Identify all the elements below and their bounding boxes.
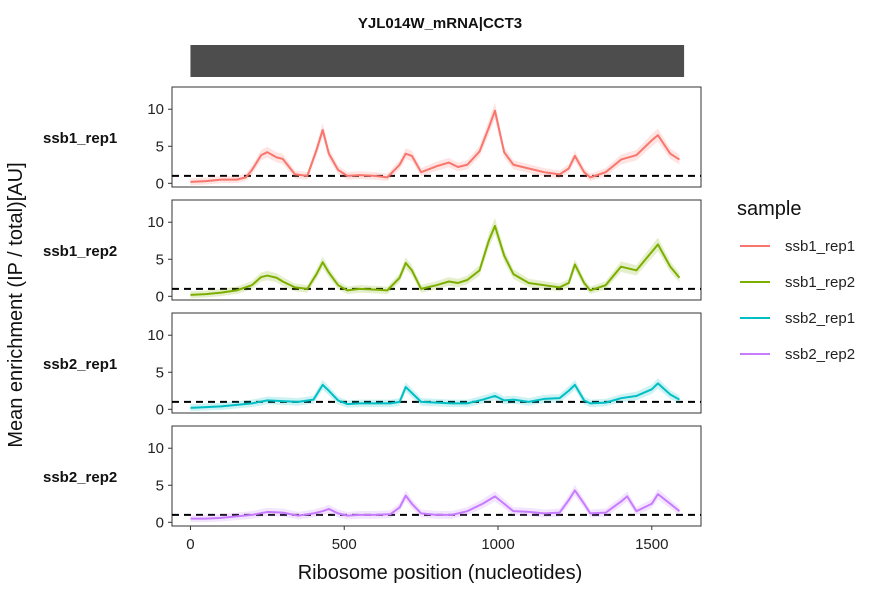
y-tick-label: 0: [156, 514, 164, 531]
series-line-ssb1_rep2: [190, 224, 681, 296]
series-ribbon-ssb1_rep1: [190, 102, 680, 186]
strip-label: ssb2_rep2: [43, 469, 117, 486]
chart-title: YJL014W_mRNA|CCT3: [358, 15, 522, 32]
facet-panel-ssb1_rep1: ssb1_rep1 0 5 10: [43, 86, 702, 192]
panel-frame: [171, 86, 702, 188]
y-tick-label: 10: [147, 214, 164, 231]
legend-item-ssb1_rep1: ssb1_rep1: [740, 238, 855, 255]
x-tick-label: 1000: [481, 536, 514, 553]
legend-label: ssb1_rep1: [785, 238, 855, 255]
series-line-ssb2_rep1: [190, 382, 680, 409]
x-axis: 0 500 1000 1500: [186, 526, 668, 553]
y-tick-label: 0: [156, 175, 164, 192]
y-tick-label: 10: [147, 101, 164, 118]
y-tick-label: 0: [156, 288, 164, 305]
y-tick-label: 10: [147, 327, 164, 344]
legend-label: ssb2_rep1: [785, 310, 855, 327]
facet-panel-ssb1_rep2: ssb1_rep2 0 5 10: [43, 199, 702, 305]
y-tick-label: 5: [156, 251, 164, 268]
legend-item-ssb2_rep1: ssb2_rep1: [740, 310, 855, 327]
legend-label: ssb1_rep2: [785, 274, 855, 291]
y-tick-label: 10: [147, 440, 164, 457]
strip-label: ssb1_rep2: [43, 243, 117, 260]
legend-item-ssb2_rep2: ssb2_rep2: [740, 346, 855, 363]
series-ribbon-ssb2_rep1: [190, 378, 680, 412]
legend-item-ssb1_rep2: ssb1_rep2: [740, 274, 855, 291]
y-axis-title: Mean enrichment (IP / total)[AU]: [5, 162, 27, 447]
x-tick-label: 0: [186, 536, 194, 553]
panel-frame: [171, 312, 702, 414]
facet-panel-ssb2_rep1: ssb2_rep1 0 5 10: [43, 312, 702, 418]
gene-bar: [190, 45, 685, 77]
x-tick-label: 1500: [635, 536, 668, 553]
panel-frame: [171, 199, 702, 301]
facet-panel-ssb2_rep2: ssb2_rep2 0 5 10: [43, 425, 702, 531]
facet-panels: ssb1_rep10510ssb1_rep20510ssb2_rep10510s…: [43, 45, 702, 531]
y-tick-label: 5: [156, 477, 164, 494]
y-tick-label: 5: [156, 138, 164, 155]
x-axis-title: Ribosome position (nucleotides): [298, 562, 583, 584]
series-ribbon-ssb1_rep2: [190, 217, 680, 299]
x-tick-label: 500: [332, 536, 357, 553]
strip-label: ssb2_rep1: [43, 356, 117, 373]
panel-frame: [171, 425, 702, 527]
strip-label: ssb1_rep1: [43, 130, 117, 147]
y-tick-label: 5: [156, 364, 164, 381]
series-line-ssb2_rep2: [190, 489, 681, 520]
legend-label: ssb2_rep2: [785, 346, 855, 363]
legend-title: sample: [737, 198, 801, 220]
y-tick-label: 0: [156, 401, 164, 418]
legend: sample ssb1_rep1 ssb1_rep2 ssb2_rep1 ssb2_r…: [737, 198, 855, 363]
series-line-ssb1_rep1: [190, 109, 681, 183]
